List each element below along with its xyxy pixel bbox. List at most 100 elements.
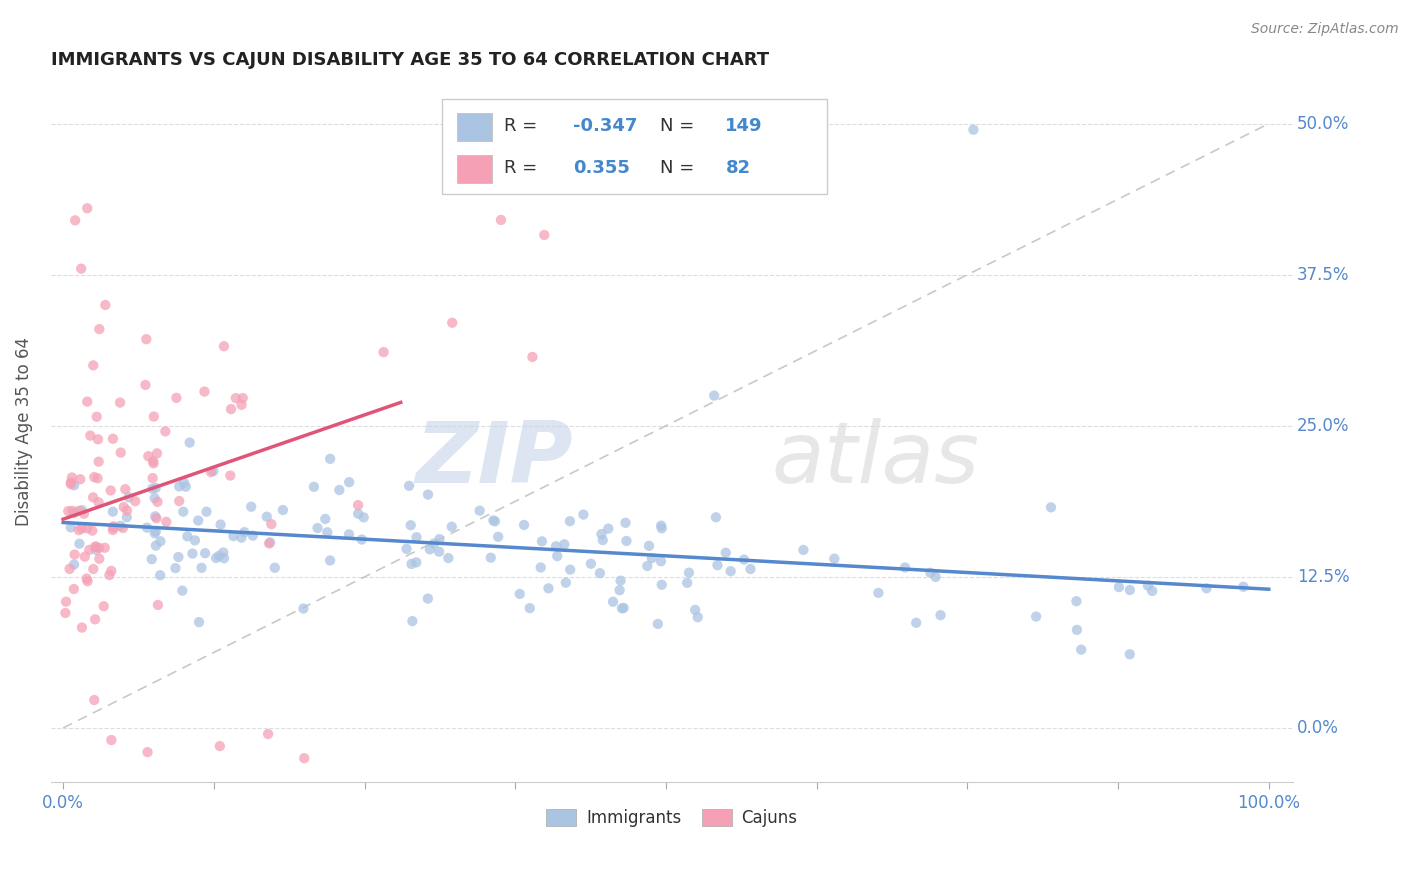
Point xyxy=(231,531,253,545)
Point xyxy=(347,507,370,521)
Point xyxy=(76,574,98,589)
Text: IMMIGRANTS VS CAJUN DISABILITY AGE 35 TO 64 CORRELATION CHART: IMMIGRANTS VS CAJUN DISABILITY AGE 35 TO… xyxy=(51,51,769,69)
Point xyxy=(87,541,110,555)
Point xyxy=(219,468,242,483)
Point xyxy=(155,425,177,439)
Point xyxy=(544,539,567,553)
Point xyxy=(440,519,463,533)
Point xyxy=(59,475,82,490)
Point xyxy=(155,515,177,529)
Text: 37.5%: 37.5% xyxy=(1296,266,1350,284)
Point xyxy=(489,213,512,227)
Point xyxy=(1066,594,1088,608)
Point xyxy=(143,526,166,541)
Point xyxy=(924,570,946,584)
Point xyxy=(706,558,728,573)
Point xyxy=(554,575,576,590)
Point xyxy=(82,359,104,373)
Point xyxy=(76,201,98,215)
Point xyxy=(437,551,460,566)
Point xyxy=(63,478,86,492)
Text: 82: 82 xyxy=(725,159,751,177)
Point xyxy=(263,560,285,574)
Point xyxy=(962,122,984,136)
Text: atlas: atlas xyxy=(772,418,980,501)
Point xyxy=(560,563,582,577)
Point xyxy=(176,529,198,543)
Point xyxy=(598,522,620,536)
Point xyxy=(398,479,420,493)
Point xyxy=(259,535,281,549)
Point xyxy=(60,470,83,484)
Point xyxy=(174,480,197,494)
Point xyxy=(823,551,845,566)
Point xyxy=(468,504,491,518)
Point xyxy=(256,509,278,524)
Point xyxy=(115,510,138,524)
Point xyxy=(636,558,658,573)
Point xyxy=(686,610,709,624)
Point xyxy=(1040,500,1063,515)
Point xyxy=(84,540,107,554)
Point xyxy=(143,491,166,506)
Point xyxy=(173,475,195,490)
Point xyxy=(69,472,91,486)
Point xyxy=(212,545,235,559)
Point xyxy=(114,482,136,496)
Point xyxy=(1066,623,1088,637)
Point xyxy=(484,514,506,528)
Point xyxy=(482,513,505,527)
Point xyxy=(58,504,80,518)
Point xyxy=(70,521,93,535)
Point xyxy=(67,523,90,537)
Point xyxy=(134,378,156,392)
Point xyxy=(76,394,98,409)
Point xyxy=(53,606,76,620)
Point xyxy=(190,561,212,575)
Point xyxy=(558,514,581,528)
Point xyxy=(222,529,245,543)
Point xyxy=(212,339,235,353)
Y-axis label: Disability Age 35 to 64: Disability Age 35 to 64 xyxy=(15,337,32,526)
Point xyxy=(328,483,350,497)
Point xyxy=(142,454,165,468)
Point xyxy=(87,455,110,469)
Point xyxy=(592,533,614,548)
Point xyxy=(650,554,672,568)
Point xyxy=(145,511,167,525)
Text: 12.5%: 12.5% xyxy=(1296,568,1350,586)
Point xyxy=(110,519,132,533)
Point xyxy=(257,536,280,550)
Point xyxy=(187,514,209,528)
Legend: Immigrants, Cajuns: Immigrants, Cajuns xyxy=(540,802,804,834)
Point xyxy=(513,517,536,532)
Point xyxy=(108,395,131,409)
Point xyxy=(70,503,93,517)
Point xyxy=(1119,582,1142,597)
Point xyxy=(419,542,441,557)
Point xyxy=(143,509,166,524)
Point xyxy=(172,583,194,598)
Point xyxy=(399,518,422,533)
FancyBboxPatch shape xyxy=(457,155,492,183)
Point xyxy=(94,541,117,555)
Point xyxy=(1140,583,1163,598)
Text: ZIP: ZIP xyxy=(415,418,572,501)
Point xyxy=(353,510,375,524)
Point xyxy=(231,398,253,412)
Point xyxy=(136,521,159,535)
Point xyxy=(733,552,755,566)
Point xyxy=(678,566,700,580)
Point xyxy=(479,550,502,565)
Point xyxy=(676,575,699,590)
Point xyxy=(86,471,108,485)
Point xyxy=(83,470,105,484)
Point xyxy=(165,561,187,575)
Point xyxy=(149,534,172,549)
Text: 0.0%: 0.0% xyxy=(1296,719,1339,737)
Point xyxy=(1070,642,1092,657)
Point xyxy=(63,558,86,572)
Point xyxy=(233,525,256,540)
Point xyxy=(395,541,418,556)
Point xyxy=(212,551,235,566)
